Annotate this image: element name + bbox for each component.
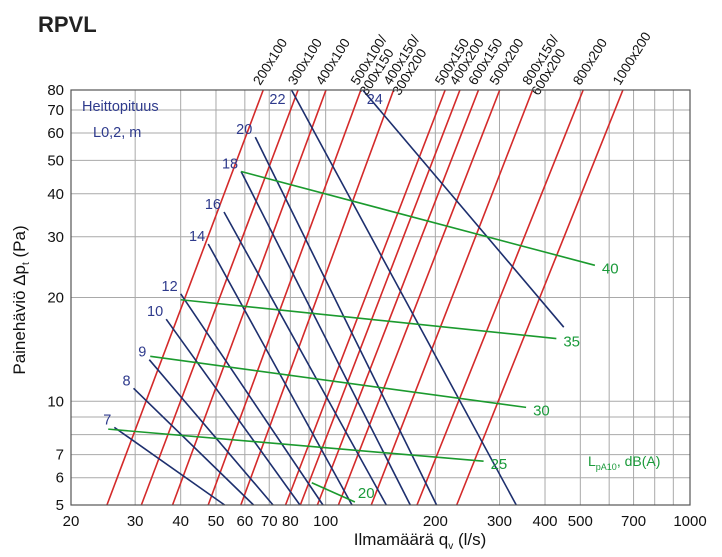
noise-line-25	[108, 428, 484, 462]
duct-line-400x100	[171, 89, 327, 506]
throw-length-label: 10	[147, 304, 163, 320]
x-tick-label: 500	[568, 513, 593, 530]
duct-line-500x200	[337, 89, 501, 506]
y-tick-label: 60	[47, 125, 64, 142]
duct-size-label: 1000x200	[610, 29, 654, 87]
throw-line-7	[113, 426, 226, 506]
x-tick-label: 40	[172, 513, 189, 530]
x-tick-label: 30	[127, 513, 144, 530]
noise-level-label: 20	[358, 485, 375, 502]
duct-line-200x100	[106, 89, 264, 506]
throw-length-label: 18	[222, 157, 238, 173]
noise-level-label: 25	[491, 456, 508, 473]
throw-length-label: 8	[122, 373, 130, 389]
throw-line-9	[148, 359, 274, 506]
y-tick-label: 30	[47, 229, 64, 246]
chart-title: RPVL	[38, 12, 97, 37]
x-tick-label: 400	[532, 513, 557, 530]
duct-line-500x150	[284, 89, 446, 506]
chart-axes: 20 30 40 50 60 70 80 100 200 300 400 500 700 10005671…	[10, 82, 707, 552]
noise-line-30	[150, 355, 527, 409]
x-tick-label: 300	[487, 513, 512, 530]
noise-line-35	[180, 298, 557, 340]
noise-level-label: 35	[563, 334, 580, 351]
duct-size-label: 800x150/600x200	[517, 32, 572, 98]
throw-length-label: 22	[269, 92, 285, 108]
x-tick-label: 80	[282, 513, 299, 530]
duct-line-800x200	[416, 89, 584, 506]
throw-note-unit: L0,2, m	[93, 125, 141, 141]
duct-line-500x100	[207, 89, 362, 506]
throw-length-label: 16	[205, 197, 221, 213]
y-axis-title: Painehäviö Δpt (Pa)	[10, 225, 32, 374]
throw-length-label: 14	[189, 229, 205, 245]
duct-line-400x200	[299, 89, 461, 506]
y-tick-label: 80	[47, 82, 64, 99]
throw-length-label: 9	[138, 345, 146, 361]
throw-line-10	[165, 318, 301, 506]
duct-line-600x150	[316, 89, 480, 506]
throw-length-lines	[113, 89, 565, 506]
y-tick-label: 20	[47, 290, 64, 307]
noise-line-20	[311, 482, 356, 503]
throw-length-label: 7	[103, 412, 111, 428]
noise-level-label: 30	[533, 402, 550, 419]
throw-line-12	[180, 293, 324, 506]
y-tick-label: 10	[47, 393, 64, 410]
noise-level-lines	[108, 170, 596, 503]
x-tick-label: 1000	[673, 513, 706, 530]
noise-line-40	[240, 170, 596, 267]
duct-size-lines	[106, 89, 624, 506]
x-tick-label: 100	[313, 513, 338, 530]
throw-length-label: 20	[236, 122, 252, 138]
x-tick-label: 50	[208, 513, 225, 530]
chart-labels: 200x100300x100400x100500x100/300x150400x…	[82, 29, 660, 502]
throw-line-20	[254, 136, 438, 506]
y-tick-label: 70	[47, 102, 64, 119]
x-tick-label: 60	[236, 513, 253, 530]
duct-line-800x150	[370, 89, 534, 506]
throw-length-label: 12	[162, 279, 178, 295]
throw-line-22	[290, 89, 517, 506]
duct-line-400x150	[240, 89, 395, 506]
x-axis-title: Ilmamäärä qv (l/s)	[354, 530, 487, 552]
duct-line-1000x200	[455, 89, 624, 506]
throw-line-8	[133, 387, 255, 506]
x-tick-label: 200	[423, 513, 448, 530]
x-tick-label: 20	[63, 513, 80, 530]
y-tick-label: 5	[56, 497, 64, 514]
x-tick-label: 700	[621, 513, 646, 530]
duct-line-300x100	[140, 89, 299, 506]
throw-line-24	[362, 89, 565, 328]
throw-note-title: Heittopituus	[82, 99, 159, 115]
duct-size-label: 800x200	[570, 36, 610, 88]
y-tick-label: 6	[56, 470, 64, 487]
x-tick-label: 70	[261, 513, 278, 530]
noise-level-label: 40	[602, 260, 619, 277]
plot-frame	[70, 89, 691, 506]
y-tick-label: 7	[56, 447, 64, 464]
y-tick-label: 50	[47, 152, 64, 169]
throw-length-label: 24	[367, 92, 383, 108]
noise-legend: LpA10, dB(A)	[588, 453, 660, 472]
throw-line-18	[240, 171, 411, 506]
y-tick-label: 40	[47, 186, 64, 203]
throw-line-16	[223, 211, 387, 506]
